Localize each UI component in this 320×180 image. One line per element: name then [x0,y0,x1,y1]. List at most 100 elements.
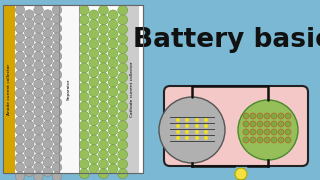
Circle shape [34,98,43,107]
Circle shape [43,28,52,38]
Circle shape [43,75,52,84]
Circle shape [15,5,25,15]
Circle shape [43,10,52,19]
Circle shape [25,158,34,167]
Bar [3,5,143,173]
Circle shape [89,116,99,126]
Circle shape [118,102,128,111]
Circle shape [79,150,89,159]
Circle shape [99,15,108,25]
Circle shape [15,98,25,107]
Circle shape [108,87,118,97]
Circle shape [34,144,43,153]
Circle shape [118,130,128,140]
Circle shape [250,121,256,127]
Circle shape [257,137,263,143]
Circle shape [108,116,118,126]
Circle shape [34,172,43,180]
Circle shape [99,159,108,169]
Bar [59,5,79,173]
Circle shape [195,136,199,140]
Circle shape [185,118,189,122]
Circle shape [89,164,99,174]
Circle shape [108,68,118,78]
Circle shape [34,51,43,61]
Circle shape [89,87,99,97]
Circle shape [99,5,108,15]
Circle shape [108,164,118,174]
Circle shape [52,61,62,70]
Circle shape [271,137,277,143]
Circle shape [43,65,52,75]
Circle shape [89,77,99,87]
Circle shape [34,33,43,42]
Circle shape [52,33,62,42]
Circle shape [15,172,25,180]
Circle shape [79,34,89,44]
Circle shape [176,130,180,134]
Circle shape [25,112,34,121]
Circle shape [257,129,263,135]
Circle shape [25,47,34,56]
Circle shape [34,15,43,24]
Circle shape [250,113,256,119]
Circle shape [15,153,25,163]
Circle shape [243,129,249,135]
Circle shape [185,124,189,128]
Circle shape [52,153,62,163]
Circle shape [52,5,62,15]
Circle shape [34,79,43,89]
Circle shape [285,113,291,119]
Circle shape [108,106,118,116]
Circle shape [34,135,43,144]
Circle shape [15,144,25,153]
Circle shape [79,140,89,150]
Circle shape [118,15,128,25]
Circle shape [99,34,108,44]
Circle shape [25,121,34,130]
Circle shape [15,116,25,126]
Circle shape [34,163,43,172]
Circle shape [204,124,208,128]
Circle shape [15,89,25,98]
Circle shape [34,61,43,70]
Circle shape [118,169,128,179]
Circle shape [25,167,34,176]
Circle shape [79,169,89,179]
Circle shape [108,135,118,145]
Circle shape [52,15,62,24]
Circle shape [79,121,89,130]
Circle shape [79,24,89,34]
Circle shape [99,140,108,150]
Circle shape [108,10,118,20]
Circle shape [43,19,52,28]
Circle shape [264,121,270,127]
Circle shape [118,73,128,82]
Circle shape [15,135,25,144]
Circle shape [264,113,270,119]
Circle shape [43,47,52,56]
Circle shape [52,107,62,116]
Circle shape [52,89,62,98]
Circle shape [43,84,52,93]
Circle shape [99,92,108,102]
Circle shape [99,73,108,82]
Circle shape [89,96,99,106]
Circle shape [118,140,128,150]
Circle shape [99,24,108,34]
Circle shape [25,10,34,19]
Circle shape [79,102,89,111]
Circle shape [250,129,256,135]
Circle shape [235,168,247,180]
Circle shape [89,154,99,164]
Circle shape [25,84,34,93]
Circle shape [52,144,62,153]
Circle shape [52,42,62,52]
Circle shape [99,82,108,92]
Circle shape [118,5,128,15]
Circle shape [99,130,108,140]
Text: Battery basics: Battery basics [133,27,320,53]
Circle shape [108,29,118,39]
Circle shape [89,145,99,154]
Circle shape [34,107,43,116]
